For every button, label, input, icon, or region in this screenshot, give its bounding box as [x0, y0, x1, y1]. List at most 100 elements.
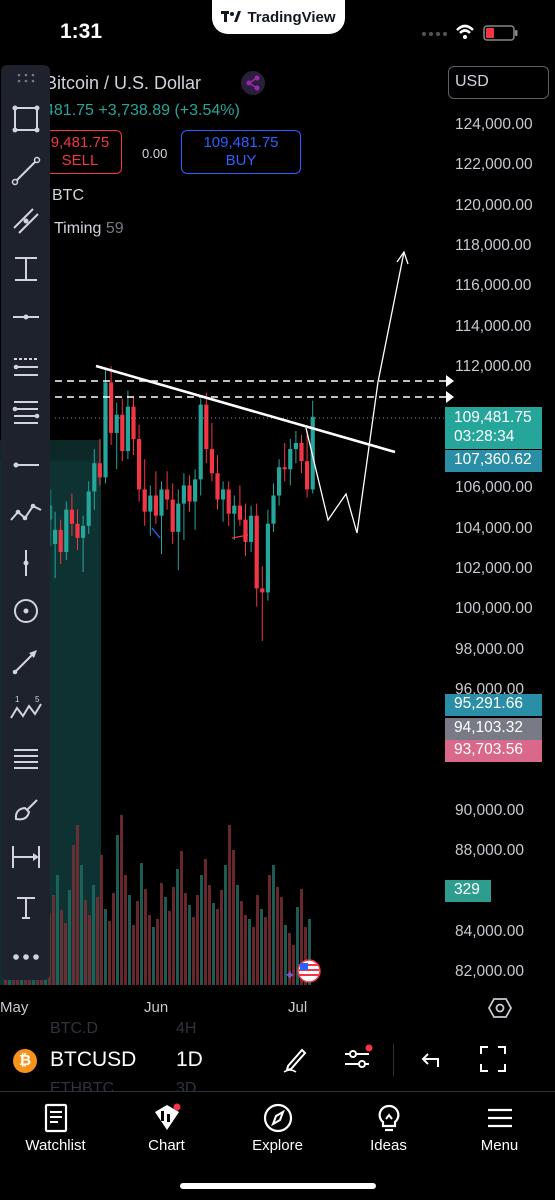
candle-body	[109, 382, 114, 433]
tool-ray[interactable]	[1, 445, 50, 485]
drawing-pen-icon[interactable]	[280, 1044, 310, 1074]
buy-button[interactable]: 109,481.75 BUY	[181, 130, 301, 174]
candle-body	[125, 406, 130, 452]
settings-hexagon-icon[interactable]	[488, 996, 512, 1020]
tool-vertical[interactable]	[1, 543, 50, 583]
tool-arrow[interactable]	[1, 641, 50, 681]
price-axis-label: 82,000.00	[455, 963, 524, 981]
candle-body	[181, 485, 186, 504]
wifi-icon	[456, 24, 474, 39]
btc-coin-icon: ₿	[13, 1049, 37, 1073]
us-flag-event-icon[interactable]: ✦	[284, 958, 324, 986]
sell-label: SELL	[61, 152, 99, 169]
symbol-selector[interactable]: BTCUSD	[50, 1048, 137, 1071]
volume-bar	[296, 907, 299, 985]
candle-body	[243, 519, 248, 542]
tab-label-chart: Chart	[148, 1137, 185, 1154]
tab-watchlist[interactable]: Watchlist	[0, 1092, 111, 1167]
tool-brush[interactable]	[1, 789, 50, 829]
battery-icon	[483, 25, 518, 41]
volume-bar	[152, 927, 155, 985]
volume-bar	[268, 875, 271, 985]
tool-pitchfork[interactable]	[1, 201, 50, 241]
tab-ideas[interactable]: Ideas	[333, 1092, 444, 1167]
volume-bar	[108, 921, 111, 985]
tool-measure[interactable]	[1, 249, 50, 289]
volume-bar	[64, 923, 67, 985]
tool-more[interactable]	[1, 937, 50, 977]
tool-text-lines[interactable]	[1, 739, 50, 779]
volume-bar	[88, 915, 91, 985]
candle-body	[49, 505, 53, 520]
candle-body	[64, 509, 69, 553]
interval-selector[interactable]: 1D	[176, 1048, 203, 1071]
price-tag-2: 95,291.66	[445, 694, 542, 716]
ghost-symbol-1: BTC.D	[50, 1020, 98, 1037]
candle-body	[159, 489, 164, 516]
candle-body	[86, 491, 91, 526]
indicators-icon[interactable]	[342, 1044, 374, 1074]
volume-bar	[280, 897, 283, 985]
candle-body	[260, 588, 265, 593]
current-price: 109,481.75	[454, 409, 532, 426]
time-label-may: May	[0, 999, 29, 1016]
hamburger-icon	[488, 1108, 512, 1128]
tradingview-logo-icon	[221, 11, 242, 22]
symbol-row: BTC.D 4H ₿ BTCUSD 1D ETHBTC 3D	[0, 1020, 555, 1097]
tool-text[interactable]	[1, 887, 50, 927]
projected-path	[305, 251, 405, 534]
undo-icon[interactable]	[418, 1047, 444, 1073]
share-icon[interactable]	[240, 70, 266, 96]
app-pill[interactable]: TradingView	[212, 0, 345, 34]
volume-bar	[100, 855, 103, 985]
chart-icon	[155, 1103, 181, 1130]
drag-handle-icon[interactable]	[16, 73, 36, 83]
svg-text:1: 1	[15, 695, 20, 704]
volume-bar	[196, 895, 199, 985]
current-price-tag: 109,481.75 03:28:34	[445, 407, 542, 449]
tool-circle[interactable]	[1, 591, 50, 631]
candle-body	[204, 404, 209, 450]
volume-bar	[232, 850, 235, 985]
candle-body	[81, 525, 86, 538]
sell-button[interactable]: 9,481.75 SELL	[38, 130, 122, 174]
tool-fib[interactable]	[1, 391, 50, 431]
candle-body	[120, 414, 125, 452]
volume-bar	[220, 890, 223, 985]
candle-body	[282, 467, 287, 470]
price-axis-label: 116,000.00	[455, 277, 532, 295]
tool-horizontal-line[interactable]	[1, 297, 50, 337]
tool-crosshair[interactable]	[1, 99, 50, 139]
volume-bar	[240, 901, 243, 985]
tab-explore[interactable]: Explore	[222, 1092, 333, 1167]
crosshair-box-icon	[12, 105, 39, 133]
volume-bar	[60, 910, 63, 985]
volume-bar	[120, 815, 123, 985]
volume-bar	[272, 865, 275, 985]
price-change: 481.75 +3,738.89 (+3.54%)	[45, 102, 240, 119]
tool-date-range[interactable]	[1, 837, 50, 877]
tool-channel[interactable]	[1, 347, 50, 387]
volume-bar	[140, 863, 143, 985]
volume-bar	[124, 875, 127, 985]
volume-bar	[68, 890, 71, 985]
currency-selector[interactable]: USD	[448, 66, 549, 99]
tool-trendline[interactable]	[1, 151, 50, 191]
tool-pattern[interactable]	[1, 493, 50, 533]
price-tag-1: 107,360.62	[445, 450, 542, 472]
projected-path-arrowhead	[396, 250, 409, 265]
tab-menu[interactable]: Menu	[444, 1092, 555, 1167]
price-tag-4: 93,703.56	[445, 740, 542, 762]
price-axis-label: 106,000.00	[455, 479, 533, 497]
tab-chart[interactable]: Chart	[111, 1092, 222, 1167]
fullscreen-icon[interactable]	[478, 1044, 508, 1074]
volume-bar	[176, 869, 179, 985]
indicator-timing[interactable]: Timing 59	[54, 220, 124, 238]
date-range-icon	[11, 846, 40, 868]
compass-icon	[263, 1103, 293, 1133]
indicator-btc[interactable]: BTC	[52, 187, 84, 204]
volume-bar	[256, 895, 259, 985]
volume-bar	[76, 825, 79, 985]
volume-bar	[212, 903, 215, 985]
